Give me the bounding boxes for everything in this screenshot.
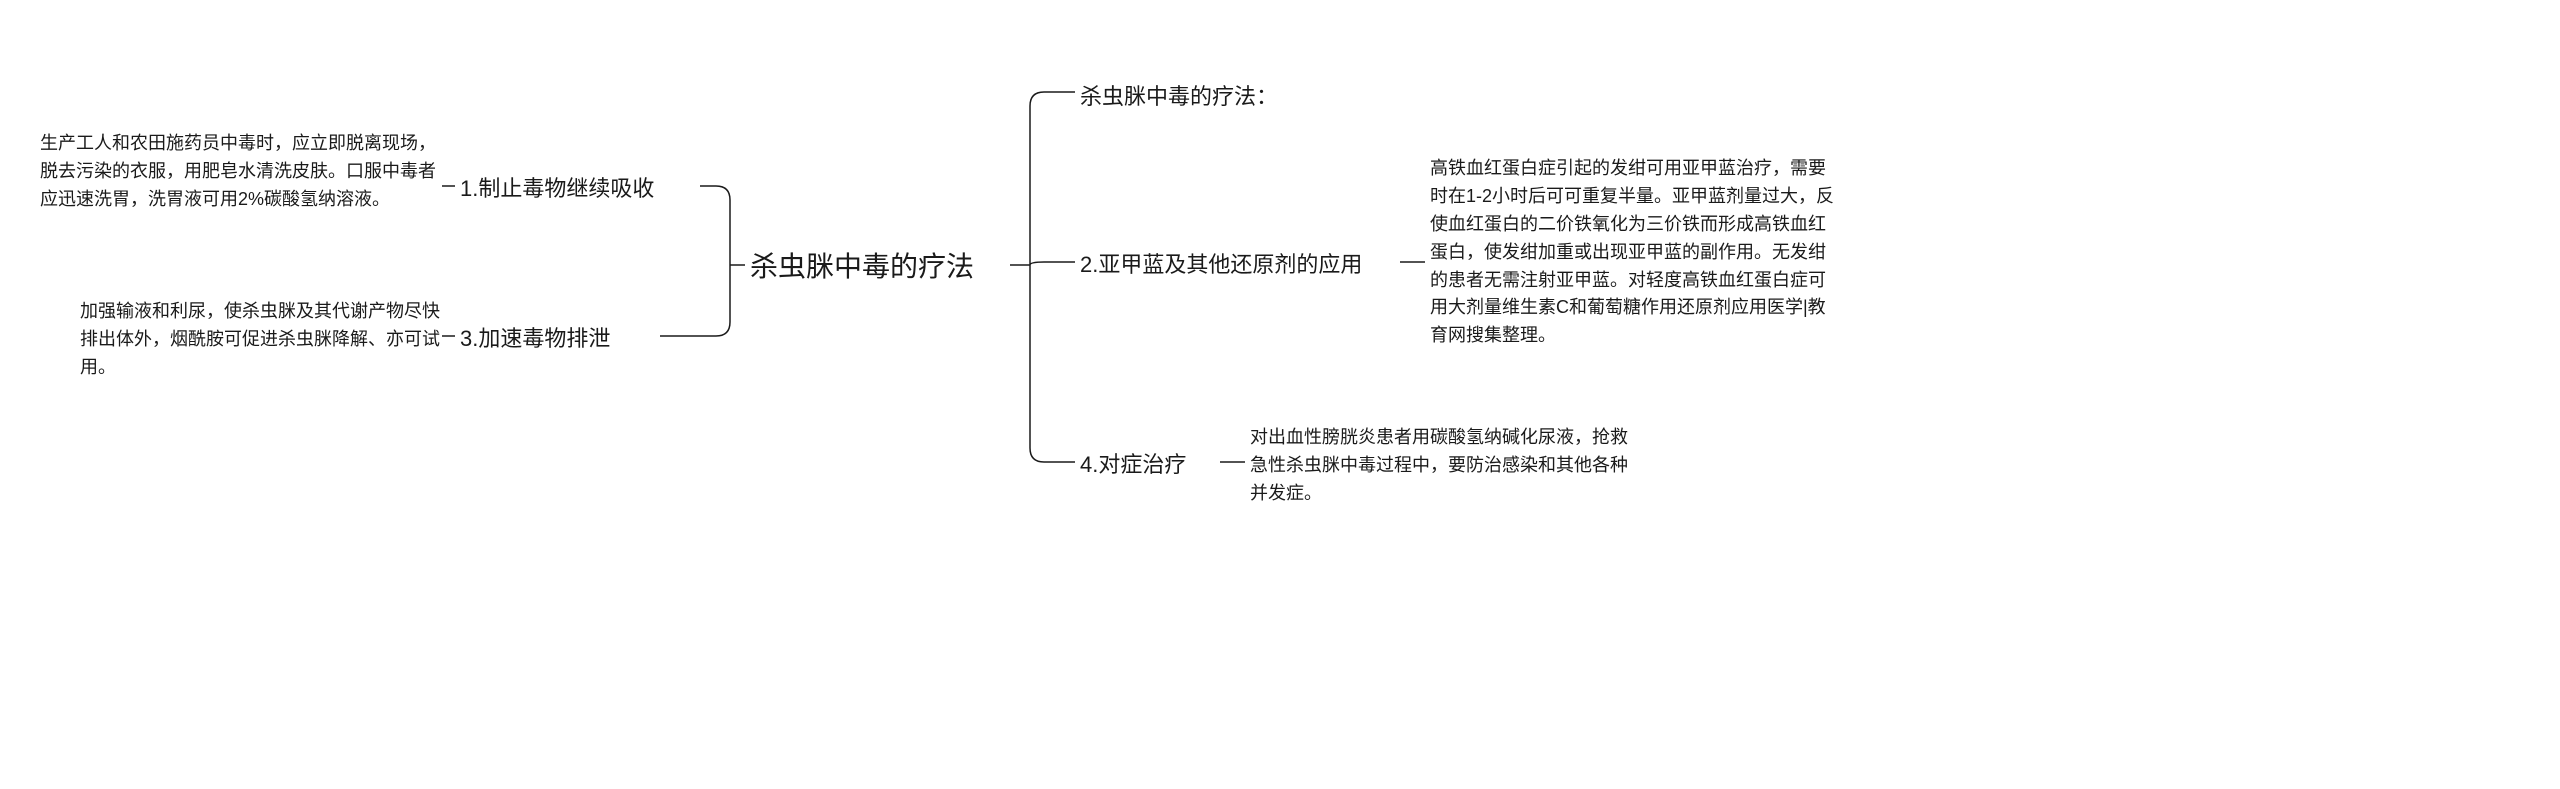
left-branch-2-label: 3.加速毒物排泄 bbox=[460, 322, 660, 355]
left-branch-1-label: 1.制止毒物继续吸收 bbox=[460, 172, 700, 205]
right-branch-2-label: 2.亚甲蓝及其他还原剂的应用 bbox=[1080, 248, 1400, 281]
left-branch-2-desc: 加强输液和利尿，使杀虫脒及其代谢产物尽快排出体外，烟酰胺可促进杀虫脒降解、亦可试… bbox=[80, 298, 440, 382]
right-branch-3-desc: 对出血性膀胱炎患者用碳酸氢纳碱化尿液，抢救急性杀虫脒中毒过程中，要防治感染和其他… bbox=[1250, 424, 1645, 508]
right-branch-3-label: 4.对症治疗 bbox=[1080, 448, 1220, 481]
right-branch-1-label: 杀虫脒中毒的疗法： bbox=[1080, 80, 1340, 113]
mindmap-center-title: 杀虫脒中毒的疗法 bbox=[750, 246, 1010, 288]
left-branch-1-desc: 生产工人和农田施药员中毒时，应立即脱离现场，脱去污染的衣服，用肥皂水清洗皮肤。口… bbox=[40, 130, 440, 214]
right-branch-2-desc: 高铁血红蛋白症引起的发绀可用亚甲蓝治疗，需要时在1-2小时后可可重复半量。亚甲蓝… bbox=[1430, 155, 1840, 350]
mindmap-connectors bbox=[0, 0, 2560, 789]
